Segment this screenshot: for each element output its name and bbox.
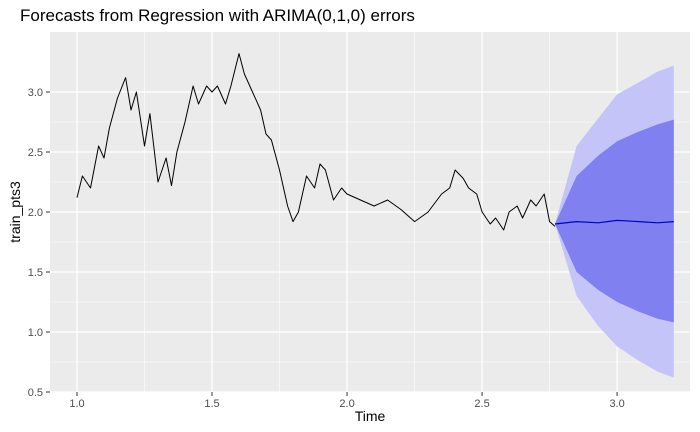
x-tick-label: 1.5 — [204, 398, 219, 410]
x-axis-title: Time — [355, 408, 386, 424]
y-tick-label: 3.0 — [28, 87, 43, 99]
x-tick-label: 1.0 — [69, 398, 84, 410]
y-tick-label: 1.0 — [28, 327, 43, 339]
series-lines — [76, 53, 674, 231]
y-tick-label: 0.5 — [28, 387, 43, 399]
y-axis: 0.5 1.0 1.5 2.0 2.5 3.0 — [28, 87, 50, 399]
x-tick-label: 2.5 — [474, 398, 489, 410]
x-axis: 1.0 1.5 2.0 2.5 3.0 — [69, 392, 625, 410]
y-axis-title: train_pts3 — [7, 181, 23, 243]
y-tick-label: 2.5 — [28, 147, 43, 159]
x-tick-label: 3.0 — [609, 398, 624, 410]
observed-line — [76, 53, 556, 231]
x-tick-label: 2.0 — [339, 398, 354, 410]
y-tick-label: 2.0 — [28, 207, 43, 219]
chart-title: Forecasts from Regression with ARIMA(0,1… — [20, 6, 415, 25]
y-tick-label: 1.5 — [28, 267, 43, 279]
forecast-line — [554, 219, 674, 225]
